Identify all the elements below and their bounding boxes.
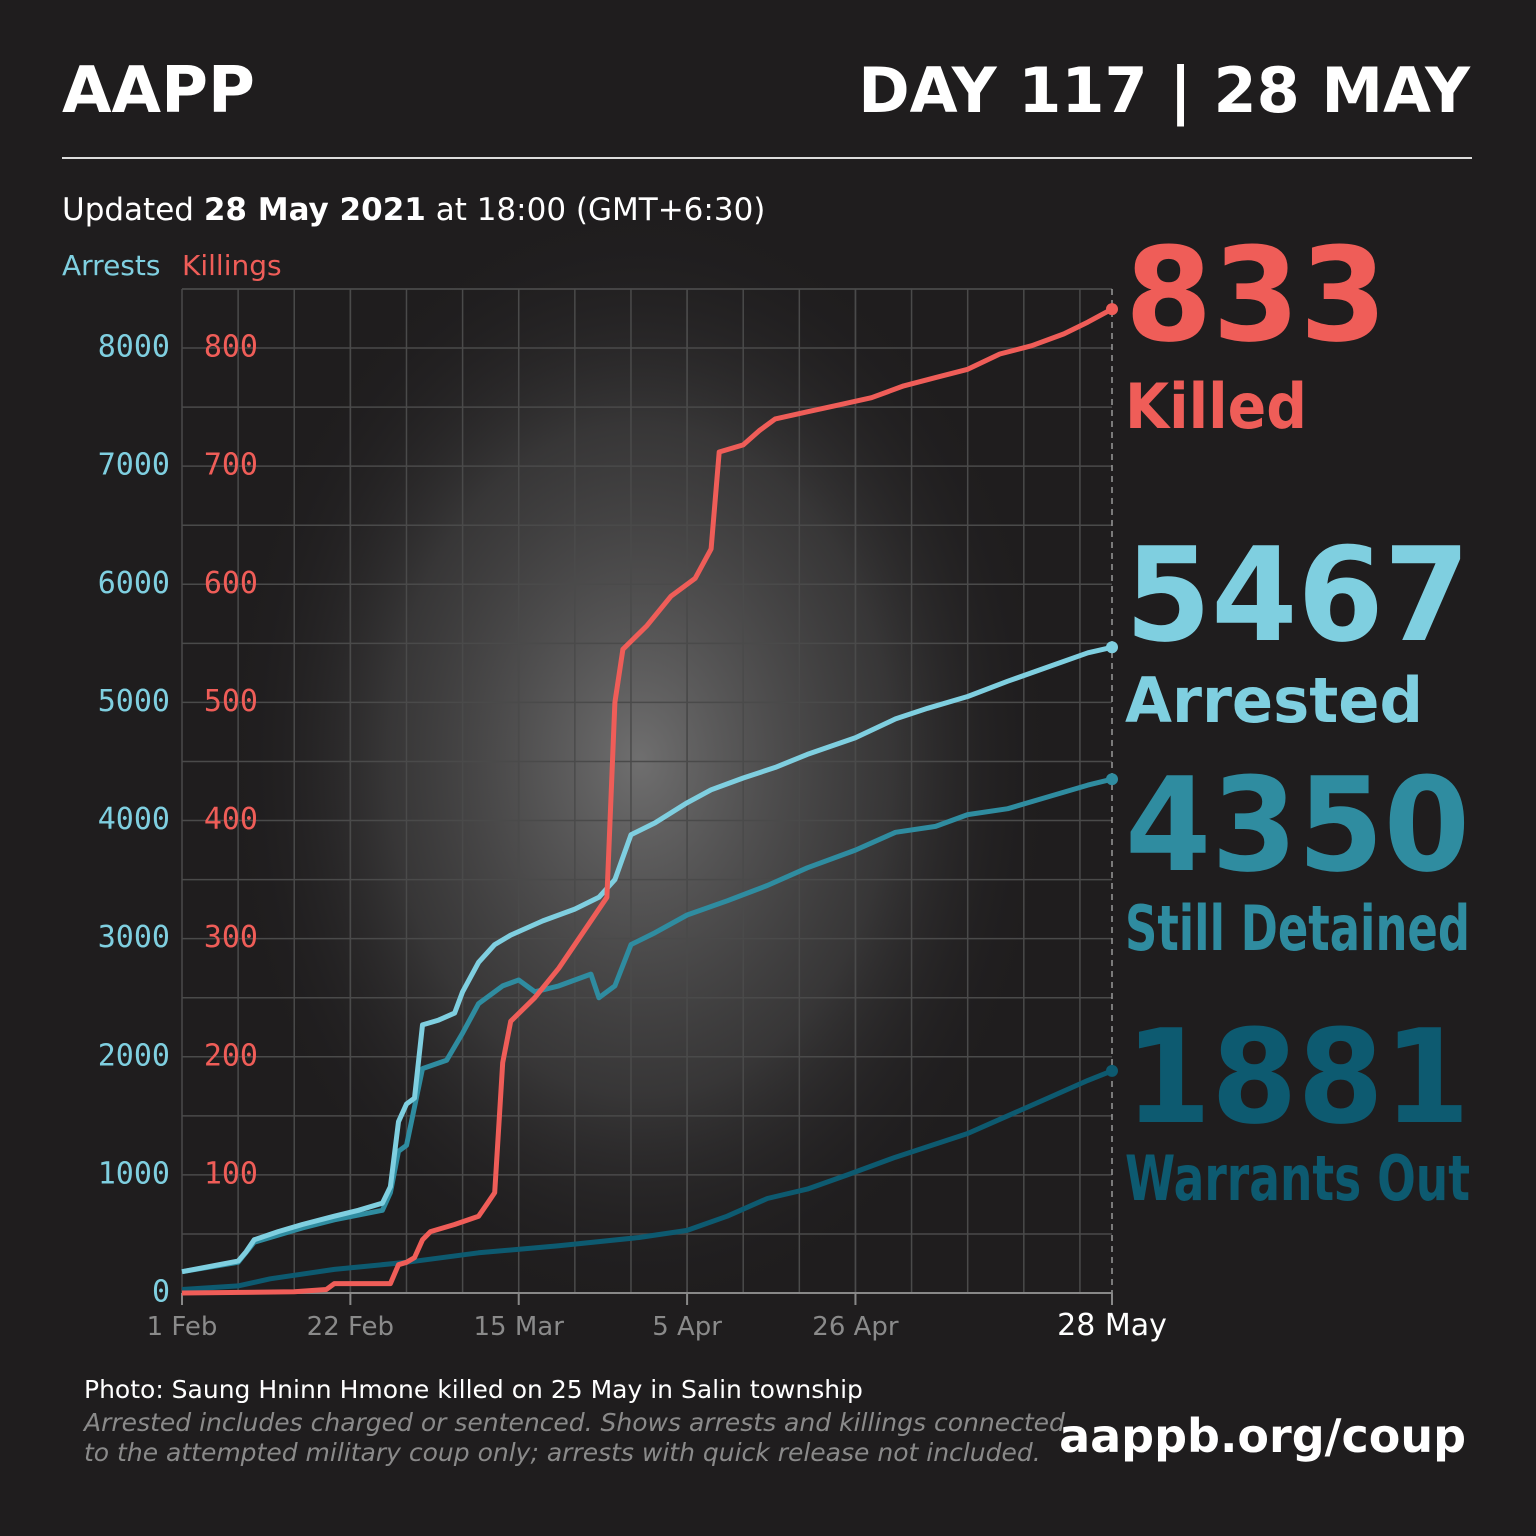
day: DAY 117 [858, 54, 1147, 127]
legend-entry: Still Detained [1125, 892, 1470, 965]
updated-date: 28 May 2021 [204, 192, 426, 228]
y-tick-label: 3000 [98, 920, 170, 955]
note-line: to the attempted military coup only; arr… [84, 1438, 1041, 1467]
updated-time: at 18:00 (GMT+6:30) [436, 192, 766, 228]
end-dot [1106, 773, 1118, 786]
y2-tick-label: 700 [204, 448, 258, 483]
y2-tick-label: 400 [204, 802, 258, 837]
x-tick-label: 22 Feb [307, 1312, 394, 1342]
y2-tick-label: 600 [204, 566, 258, 601]
y2-tick-label: 200 [204, 1038, 258, 1073]
x-tick-label: 26 Apr [812, 1312, 899, 1342]
callout-value: 4350 [1125, 749, 1470, 901]
x-tick-label: 15 Mar [474, 1312, 565, 1342]
callout-value: 1881 [1125, 1001, 1470, 1153]
x-tick-label: 28 May [1057, 1308, 1167, 1343]
y2-tick-label: 800 [204, 330, 258, 365]
y-tick-label: 1000 [98, 1156, 170, 1191]
photo-credit: Photo: Saung Hninn Hmone killed on 25 Ma… [84, 1375, 863, 1404]
updated: Updated 28 May 2021 at 18:00 (GMT+6:30) [62, 192, 765, 228]
day-header: DAY 117 | 28 MAY [858, 54, 1471, 128]
end-dot [1106, 303, 1118, 316]
legend-entry: Arrested [1125, 664, 1423, 737]
y-tick-label: 2000 [98, 1038, 170, 1073]
y2-tick-label: 500 [204, 684, 258, 719]
legend-entry: Killed [1125, 370, 1307, 443]
series-line [181, 776, 1113, 1275]
callout-value: 833 [1125, 219, 1387, 371]
x-tick-label: 5 Apr [652, 1312, 722, 1342]
plot: 0 1000 2000 3000 4000 5000 6000 7000 8000 100 200 3… [98, 219, 1470, 1343]
y-tick-label: 4000 [98, 802, 170, 837]
photo-placeholder [220, 200, 1060, 1320]
y-tick-label: 8000 [98, 330, 170, 365]
y2-tick-label: 300 [204, 920, 258, 955]
y-tick-label: 6000 [98, 566, 170, 601]
url: aappb.org/coup [1059, 1409, 1466, 1463]
x-tick-label: 1 Feb [147, 1312, 218, 1342]
y-axis-label: Arrests [62, 249, 160, 282]
logo: AAPP [62, 54, 255, 128]
legend-entry: Warrants Out [1125, 1142, 1470, 1215]
y2-axis-label: Killings [182, 249, 282, 282]
series-line [181, 306, 1114, 1296]
y-tick-label: 0 [152, 1275, 170, 1310]
end-dot [1106, 1064, 1118, 1077]
y-tick-label: 7000 [98, 448, 170, 483]
end-dot [1106, 641, 1118, 654]
series-line [181, 1068, 1113, 1292]
callout-value: 5467 [1125, 519, 1470, 671]
series-line [181, 644, 1113, 1275]
date: 28 MAY [1213, 54, 1471, 127]
y-tick-label: 5000 [98, 684, 170, 719]
updated-prefix: Updated [62, 192, 194, 228]
separator: | [1169, 54, 1192, 128]
note-line: Arrested includes charged or sentenced. … [82, 1408, 1065, 1437]
y2-tick-label: 100 [204, 1156, 258, 1191]
